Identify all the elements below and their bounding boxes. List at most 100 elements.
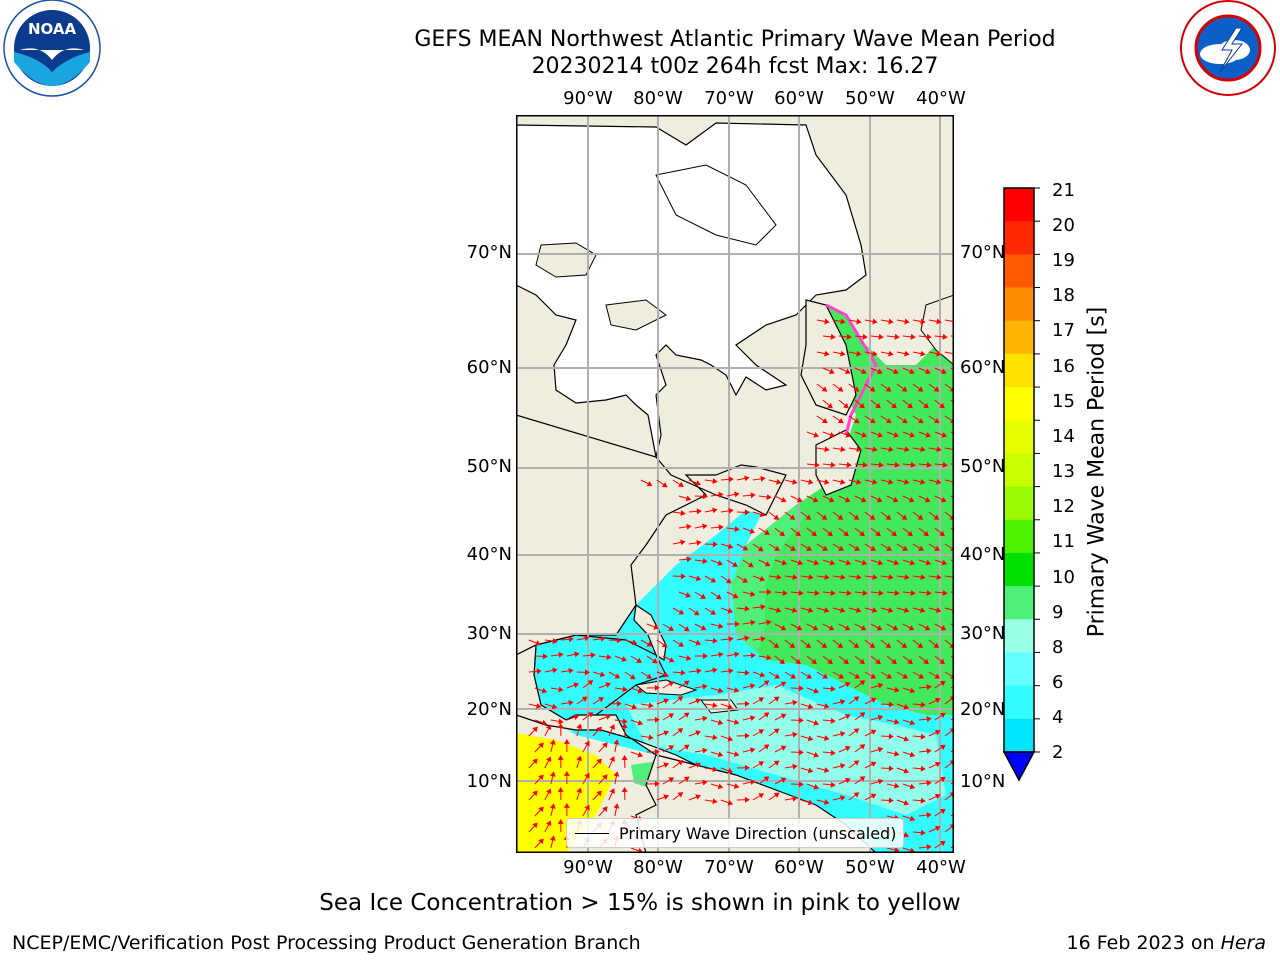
wave-direction-arrowhead	[557, 723, 564, 728]
colorbar-tick-label: 2	[1052, 742, 1064, 763]
wave-direction-arrowhead	[807, 607, 814, 613]
wave-direction-arrowhead	[920, 318, 926, 325]
wave-direction-arrowhead	[574, 651, 580, 658]
wave-direction-arrowhead	[860, 625, 867, 631]
wave-direction-arrowhead	[877, 714, 884, 721]
wave-direction-arrowhead	[807, 735, 814, 742]
wave-direction-arrowhead	[557, 819, 564, 824]
wave-direction-arrowhead	[563, 803, 570, 808]
wave-direction-arrowhead	[749, 591, 756, 597]
wave-direction-arrowhead	[728, 636, 734, 642]
wave-direction-arrowhead	[700, 625, 707, 631]
nws-logo	[1180, 0, 1276, 96]
wave-direction-arrowhead	[532, 790, 538, 797]
wave-direction-arrowhead	[536, 668, 542, 675]
wave-direction-arrowhead	[734, 491, 740, 498]
wave-direction-arrowhead	[923, 658, 929, 665]
wave-direction-arrowhead	[764, 529, 770, 535]
wave-direction-arrowhead	[760, 636, 766, 642]
wave-direction-arrowhead	[844, 625, 851, 631]
wave-direction-arrow	[944, 575, 954, 578]
wave-direction-arrowhead	[939, 744, 946, 751]
wave-direction-arrowhead	[552, 638, 558, 645]
wave-direction-arrow	[944, 607, 954, 611]
wave-direction-arrowhead	[683, 712, 690, 718]
colorbar	[1002, 187, 1040, 782]
wave-direction-arrowhead	[885, 642, 892, 649]
wave-direction-arrowhead	[758, 697, 765, 703]
wave-direction-arrowhead	[853, 696, 860, 702]
wave-direction-arrowhead	[872, 446, 878, 453]
wave-direction-arrowhead	[712, 478, 718, 485]
wave-direction-arrowhead	[888, 701, 894, 708]
wave-direction-arrowhead	[606, 654, 612, 660]
wave-direction-arrowhead	[936, 350, 942, 357]
wave-direction-arrowhead	[538, 774, 544, 781]
wave-direction-arrowhead	[853, 642, 860, 649]
wave-direction-arrowhead	[812, 496, 819, 503]
wave-direction-arrowhead	[646, 641, 653, 647]
wave-direction-arrowhead	[926, 589, 932, 596]
legend-label: Primary Wave Direction (unscaled)	[619, 823, 897, 843]
wave-direction-arrowhead	[710, 577, 717, 583]
wave-direction-arrowhead	[827, 530, 833, 537]
colorbar-tick-label: 13	[1052, 461, 1075, 482]
wave-direction-arrowhead	[909, 687, 916, 694]
colorbar-band	[1004, 387, 1034, 421]
wave-direction-arrowhead	[872, 350, 878, 357]
wave-direction-arrowhead	[920, 350, 926, 357]
wave-direction-arrowhead	[837, 386, 844, 392]
colorbar-tick-label: 18	[1052, 285, 1075, 306]
wave-direction-arrowhead	[702, 523, 708, 530]
wave-direction-arrowhead	[600, 635, 606, 642]
wave-direction-arrowhead	[830, 461, 836, 468]
wave-direction-arrowhead	[892, 496, 899, 503]
wave-direction-arrowhead	[789, 642, 796, 649]
wave-direction-arrowhead	[733, 783, 740, 789]
wave-direction-arrowhead	[822, 545, 828, 551]
wave-direction-arrowhead	[856, 350, 862, 357]
wave-direction-arrowhead	[718, 524, 724, 531]
wave-direction-arrowhead	[888, 574, 894, 581]
wave-direction-arrowhead	[532, 726, 538, 733]
wave-direction-arrowhead	[758, 729, 765, 735]
colorbar-band	[1004, 519, 1034, 554]
cuba	[634, 679, 698, 696]
wave-direction-arrowhead	[859, 658, 865, 665]
wave-direction-arrowhead	[760, 475, 766, 482]
colorbar-band	[1004, 486, 1034, 521]
wave-direction-arrowhead	[824, 318, 830, 325]
wave-direction-arrowhead	[717, 783, 724, 790]
wave-direction-arrowhead	[542, 653, 548, 660]
wave-direction-arrowhead	[909, 432, 916, 438]
wave-direction-arrowhead	[853, 386, 860, 392]
wave-direction-arrowhead	[853, 760, 860, 766]
wave-direction-arrowhead	[875, 402, 881, 409]
wave-direction-arrowhead	[734, 621, 740, 627]
wave-direction-arrowhead	[813, 432, 820, 438]
wave-direction-arrowhead	[781, 559, 788, 566]
wave-direction-arrowhead	[904, 478, 910, 485]
wave-direction-arrowhead	[821, 417, 828, 424]
wave-direction-arrowhead	[702, 779, 708, 786]
wave-direction-arrowhead	[870, 697, 877, 703]
wave-direction-arrowhead	[877, 559, 884, 566]
wave-direction-arrowhead	[870, 673, 877, 679]
graticule	[516, 115, 954, 853]
wave-direction-arrowhead	[776, 574, 782, 581]
wave-direction-arrowhead	[557, 755, 564, 760]
lat-label-right: 20°N	[960, 699, 1006, 720]
wave-direction-arrowhead	[744, 764, 750, 771]
wave-direction-arrowhead	[901, 417, 908, 424]
wave-direction-arrowhead	[888, 350, 894, 357]
wave-direction-arrowhead	[677, 728, 684, 734]
wave-direction-arrowhead	[744, 475, 750, 482]
wave-direction-arrowhead	[925, 559, 932, 566]
wave-direction-arrowhead	[904, 318, 910, 325]
wave-direction-arrowhead	[813, 751, 820, 758]
wave-direction-arrowhead	[678, 609, 685, 615]
wave-direction-arrowhead	[702, 683, 708, 690]
wave-direction-arrowhead	[685, 655, 692, 661]
wave-direction-arrowhead	[942, 589, 948, 596]
wave-direction-arrowhead	[856, 446, 862, 453]
